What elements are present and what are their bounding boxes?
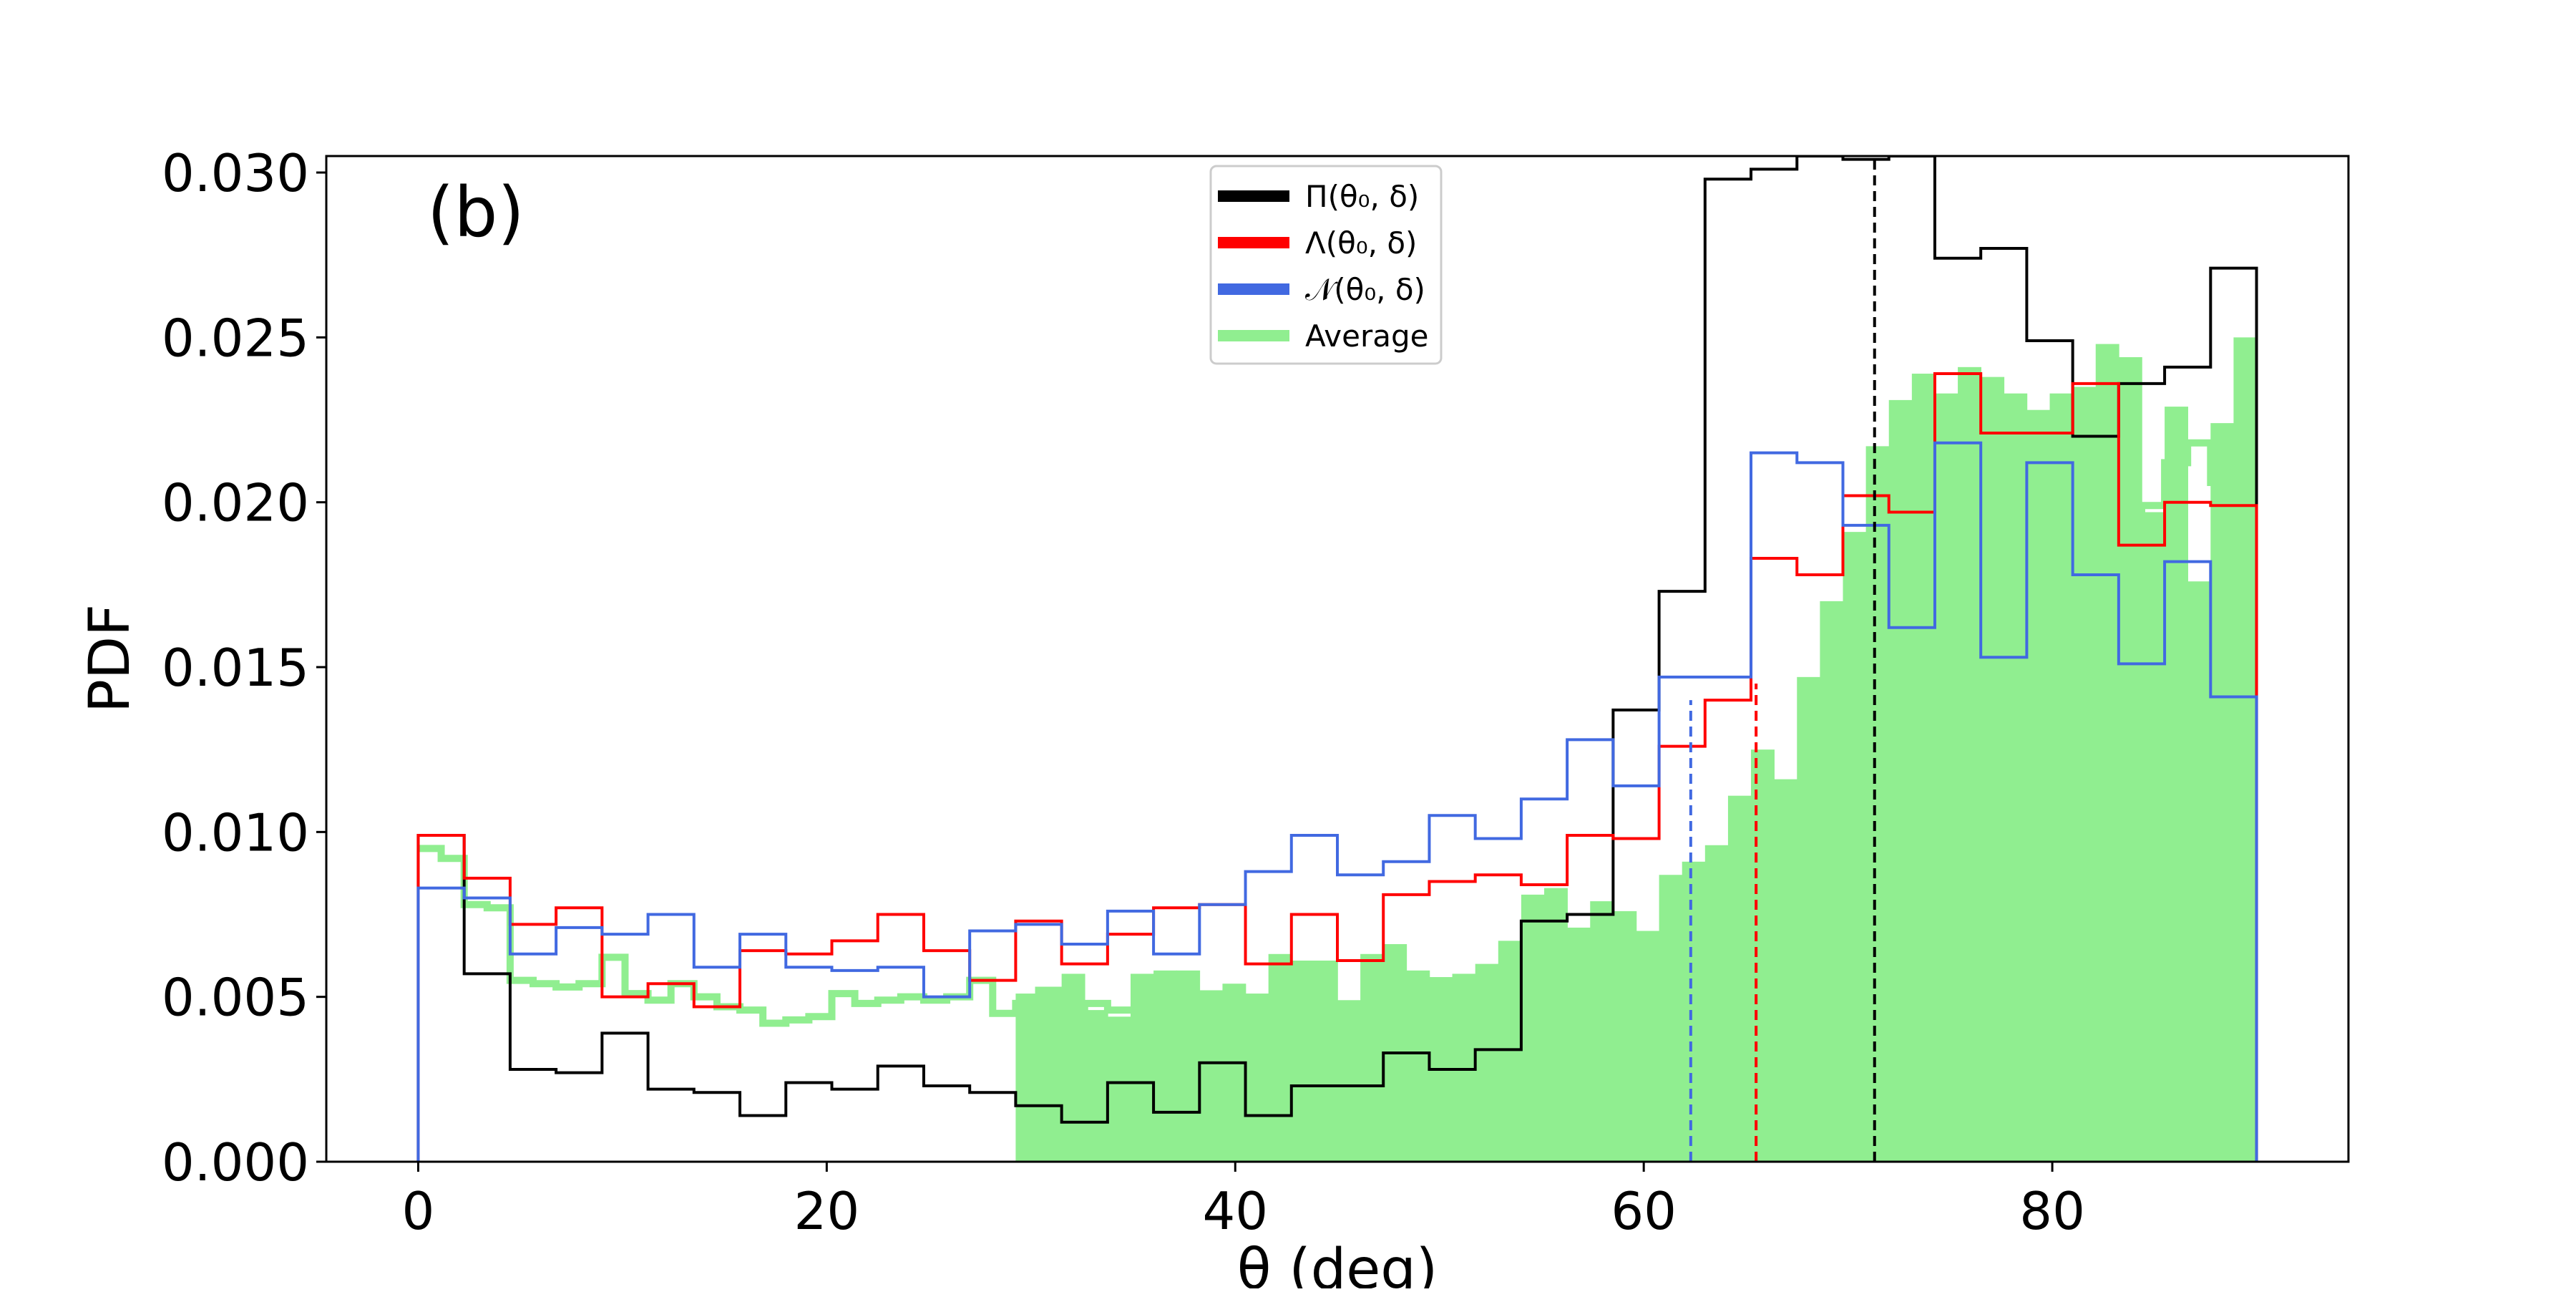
average-bar: [1176, 970, 1201, 1162]
average-bar: [1475, 963, 1499, 1162]
average-bar: [1590, 901, 1614, 1162]
average-bar: [1199, 990, 1224, 1162]
average-bar: [1406, 970, 1430, 1162]
y-tick-label: 0.000: [162, 1132, 309, 1193]
n-step-line: [416, 441, 2258, 1162]
average-bar: [1797, 676, 1821, 1162]
y-tick-label: 0.025: [162, 308, 309, 368]
average-bar: [2004, 393, 2028, 1162]
plot-frame: [325, 155, 2350, 1163]
average-bar: [1659, 875, 1683, 1162]
average-bar: [1498, 941, 1522, 1162]
x-axis-label: θ (deg): [1237, 1238, 1438, 1288]
average-bar: [1360, 953, 1385, 1162]
average-bar: [2141, 512, 2165, 1162]
average-bar: [1544, 888, 1568, 1162]
legend-entry-pi-label: Π(θ₀, δ): [1305, 179, 1419, 214]
average-bar: [1567, 927, 1591, 1162]
average-bar: [1682, 861, 1706, 1162]
average-bar: [1865, 446, 1890, 1162]
average-step-line: [2072, 436, 2257, 559]
average-bar: [2118, 357, 2142, 1162]
average-bar: [2026, 409, 2051, 1162]
pi-step-line: [416, 156, 2258, 1162]
data-layer: [416, 156, 2258, 1162]
average-bar: [1911, 374, 1936, 1162]
x-tick-label: 20: [794, 1181, 860, 1241]
average-bar: [1015, 994, 1040, 1162]
average-bar: [1820, 601, 1844, 1162]
average-bar: [2233, 337, 2258, 1162]
legend-entry-lambda-label: Λ(θ₀, δ): [1305, 225, 1417, 261]
average-bar: [2095, 344, 2119, 1162]
average-bar: [1843, 532, 1867, 1162]
y-tick-label: 0.005: [162, 968, 309, 1028]
average-bar: [2187, 581, 2212, 1162]
x-tick-label: 60: [1611, 1181, 1677, 1241]
legend-box: [1209, 165, 1443, 365]
average-bar: [1704, 845, 1729, 1162]
average-bar: [1888, 399, 1913, 1162]
average-bar: [1222, 983, 1246, 1162]
average-bar: [1245, 994, 1269, 1162]
average-bar: [1521, 894, 1545, 1162]
average-step-line: [418, 845, 1131, 1027]
legend-entry-average-label: Average: [1305, 319, 1428, 354]
legend: Π(θ₀, δ) Λ(θ₀, δ) 𝒩(θ₀, δ) Average: [1209, 165, 1443, 365]
average-bar: [1958, 366, 1981, 1162]
average-bar: [1636, 931, 1660, 1162]
y-tick-label: 0.015: [162, 638, 309, 698]
y-tick-label: 0.020: [162, 473, 309, 533]
average-bar: [1153, 970, 1178, 1162]
average-bar: [2210, 423, 2235, 1162]
average-bar: [1107, 1016, 1131, 1162]
average-bar: [1084, 1010, 1108, 1162]
panel-label: (b): [427, 173, 525, 253]
x-tick-label: 40: [1202, 1181, 1268, 1241]
average-bar: [1337, 1000, 1361, 1162]
average-bar: [1314, 961, 1338, 1162]
average-bar: [1613, 910, 1637, 1162]
y-tick-label: 0.030: [162, 143, 309, 203]
average-bar: [2072, 387, 2097, 1162]
average-bar: [1452, 973, 1476, 1162]
average-bar: [1727, 795, 1752, 1162]
average-bar: [1934, 393, 1958, 1162]
average-bar: [1268, 953, 1292, 1162]
average-bar: [2049, 393, 2074, 1162]
ticks-layer: 0 20 40 60 80 0.000 0.005 0.010 0.015 0.020 0.025 0…: [162, 143, 2085, 1241]
average-bar: [1130, 973, 1154, 1162]
legend-entry-n-label: 𝒩(θ₀, δ): [1305, 272, 1425, 307]
x-tick-label: 80: [2019, 1181, 2085, 1241]
average-bar: [1774, 779, 1798, 1162]
average-bar: [1751, 749, 1775, 1162]
plot-area: [416, 156, 2258, 1162]
average-bar: [2165, 407, 2189, 1162]
average-bar: [1291, 961, 1315, 1162]
lambda-step-line: [416, 372, 2258, 1162]
y-tick-label: 0.010: [162, 802, 309, 863]
y-axis-label: PDF: [78, 604, 142, 713]
average-bar: [1981, 377, 2005, 1162]
x-tick-label: 0: [402, 1181, 435, 1241]
